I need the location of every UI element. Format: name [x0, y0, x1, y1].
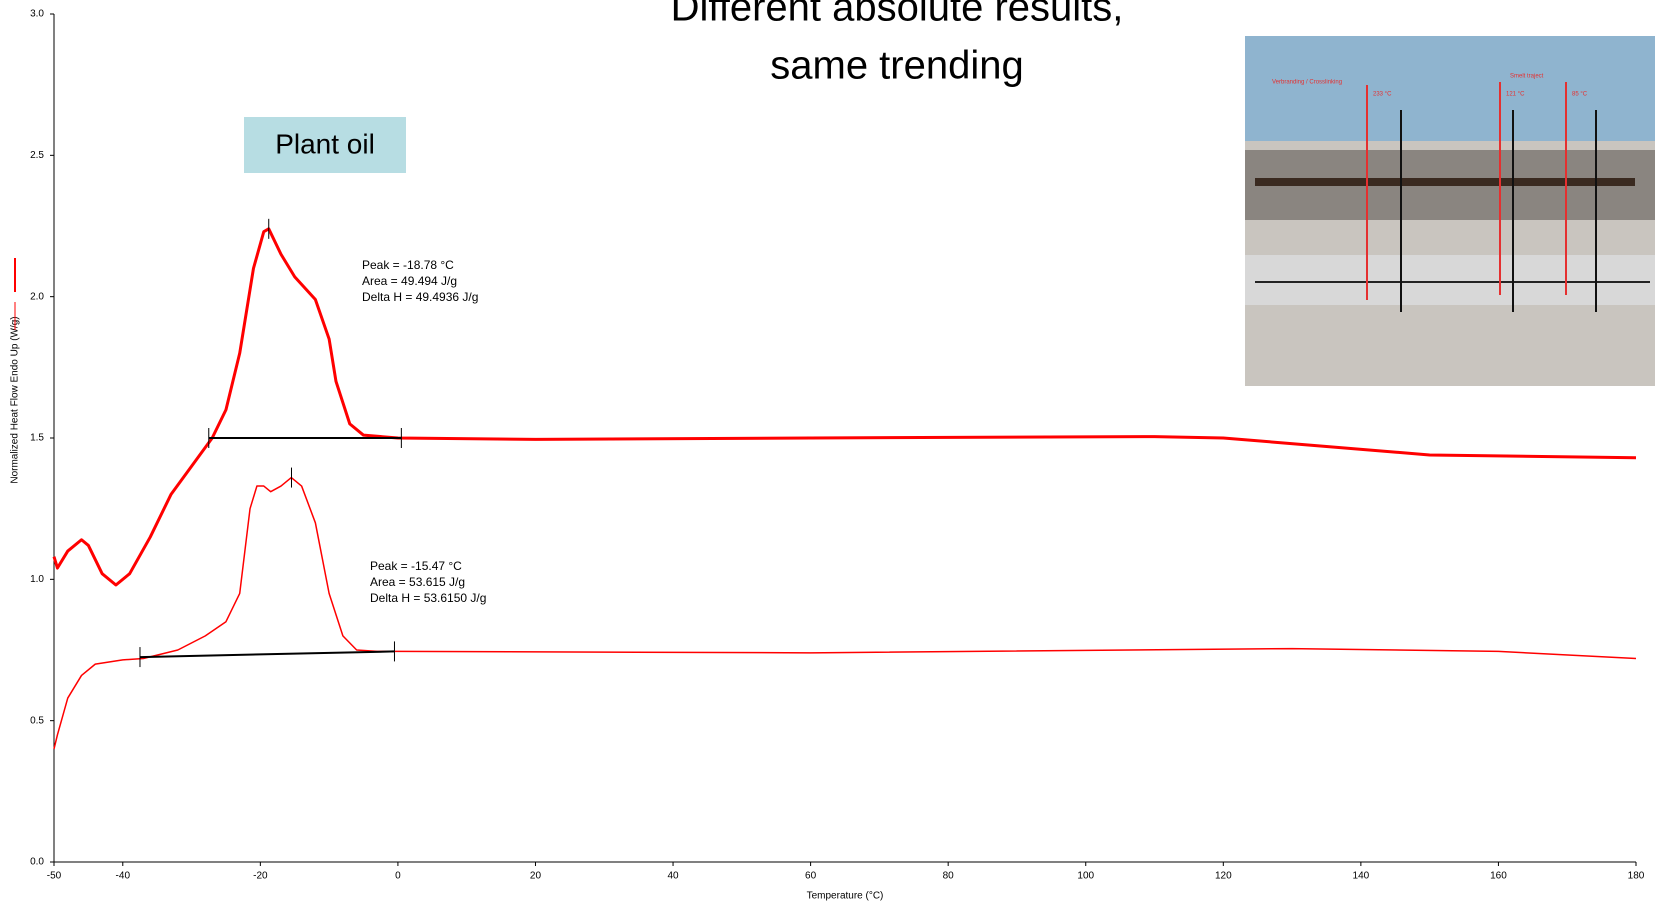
x-tick-label: -40	[116, 871, 131, 882]
x-tick-label: 60	[805, 871, 817, 882]
y-tick-label: 2.5	[30, 150, 44, 161]
label-box	[244, 117, 406, 173]
peak-annotation: Peak = -15.47 °C	[370, 559, 462, 573]
photo-label: Verbranding / Crosslinking	[1272, 80, 1342, 86]
photo-label: 121 °C	[1506, 92, 1525, 98]
peak-annotation: Peak = -18.78 °C	[362, 258, 454, 272]
photo-label: 85 °C	[1572, 92, 1588, 98]
y-axis-label: Normalized Heat Flow Endo Up (W/g)	[10, 316, 21, 483]
x-tick-label: 80	[943, 871, 955, 882]
peak-annotation: Area = 53.615 J/g	[370, 575, 465, 589]
peak-annotation: Delta H = 53.6150 J/g	[370, 591, 486, 605]
x-tick-label: 180	[1628, 871, 1645, 882]
y-tick-label: 0.0	[30, 857, 44, 868]
x-tick-label: -50	[47, 871, 62, 882]
x-tick-label: 40	[667, 871, 679, 882]
x-tick-label: -20	[253, 871, 268, 882]
y-tick-label: 3.0	[30, 9, 44, 20]
label-box-text: Plant oil	[275, 128, 375, 159]
data-line	[53, 476, 1637, 750]
photo-label: 233 °C	[1373, 92, 1392, 98]
peak-annotation: Area = 49.494 J/g	[362, 274, 457, 288]
x-tick-label: 100	[1077, 871, 1094, 882]
peak-annotation: Delta H = 49.4936 J/g	[362, 290, 478, 304]
x-tick-label: 120	[1215, 871, 1232, 882]
x-tick-label: 0	[395, 871, 401, 882]
x-tick-label: 160	[1490, 871, 1507, 882]
y-tick-label: 1.0	[30, 574, 44, 585]
x-tick-label: 140	[1353, 871, 1370, 882]
title-line: Different absolute results,	[671, 0, 1124, 30]
x-tick-label: 20	[530, 871, 542, 882]
photo-label: Smelt traject	[1510, 74, 1544, 80]
x-axis-label: Temperature (°C)	[807, 891, 884, 902]
y-tick-label: 0.5	[30, 715, 44, 726]
y-tick-label: 1.5	[30, 433, 44, 444]
photo	[1245, 36, 1655, 386]
title-line: same trending	[770, 44, 1023, 88]
y-tick-label: 2.0	[30, 291, 44, 302]
baseline	[139, 650, 395, 659]
